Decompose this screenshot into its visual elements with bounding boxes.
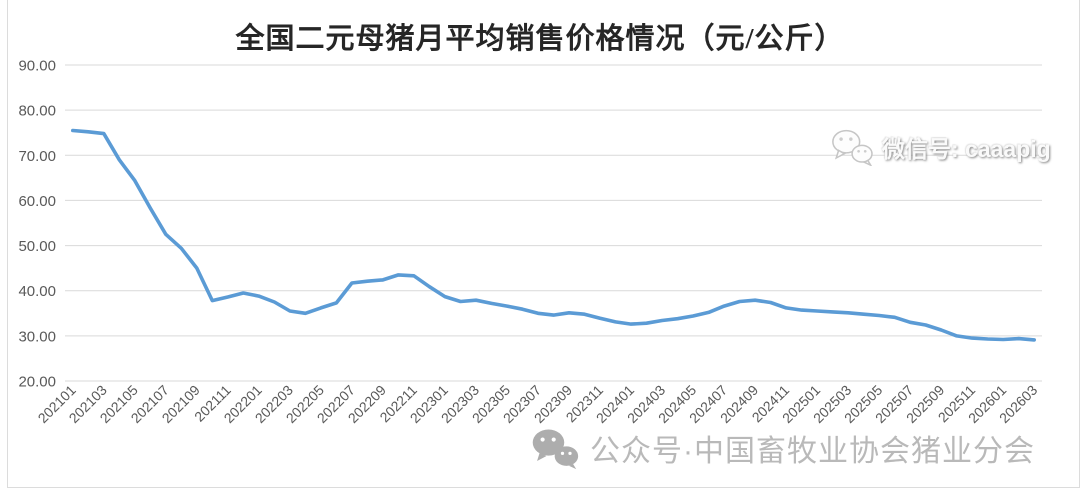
y-axis-label: 80.00 xyxy=(18,103,56,120)
price-line xyxy=(71,128,1036,342)
y-axis-label: 70.00 xyxy=(18,148,56,165)
y-axis-label: 60.00 xyxy=(18,193,56,210)
y-axis-label: 20.00 xyxy=(18,374,56,391)
chart-title: 全国二元母猪月平均销售价格情况（元/公斤） xyxy=(235,23,845,55)
y-axis-label: 30.00 xyxy=(18,328,56,345)
y-axis-label: 90.00 xyxy=(18,58,56,75)
y-axis-label: 40.00 xyxy=(18,283,56,300)
y-axis-label: 50.00 xyxy=(18,238,56,255)
